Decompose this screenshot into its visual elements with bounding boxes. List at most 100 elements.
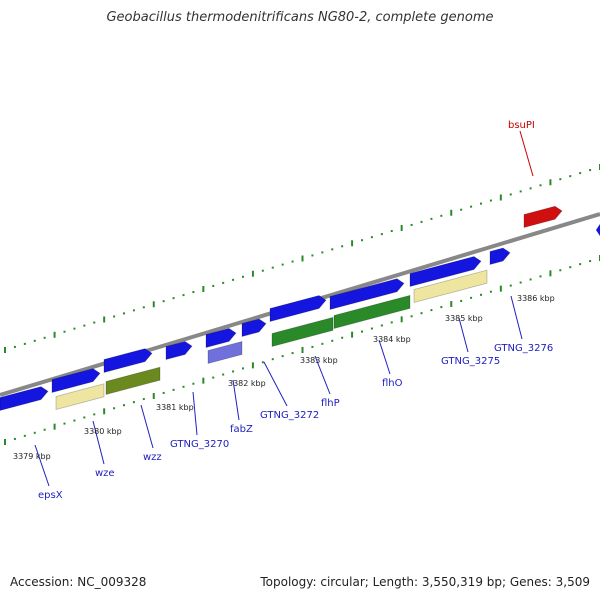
- gene-wze[interactable]: [55, 383, 105, 411]
- dot-mark: [93, 413, 96, 416]
- gene-wzz[interactable]: [105, 366, 161, 396]
- gene-flho[interactable]: [333, 294, 411, 330]
- gene-label-flhp[interactable]: flhP: [321, 398, 340, 409]
- dot-mark: [420, 312, 423, 315]
- dot-mark: [172, 388, 175, 391]
- gene-label-bsupi[interactable]: bsuPI: [508, 120, 535, 131]
- gene-label-wze[interactable]: wze: [95, 468, 115, 479]
- dot-mark: [123, 312, 125, 315]
- dot-mark: [440, 306, 443, 309]
- dot-mark: [212, 376, 215, 379]
- dot-mark: [361, 239, 363, 242]
- kbp-label: 3379 kbp: [13, 452, 51, 461]
- gene-label-gtng-3276[interactable]: GTNG_3276: [494, 343, 553, 354]
- gene-label-gtng-3272[interactable]: GTNG_3272: [260, 410, 319, 421]
- gene-upper-3[interactable]: [103, 348, 153, 374]
- dot-mark: [73, 327, 76, 330]
- dot-mark: [222, 373, 225, 376]
- dot-mark: [390, 321, 393, 324]
- kbp-label: 3386 kbp: [517, 294, 555, 303]
- dot-mark: [480, 202, 482, 205]
- dot-mark: [370, 327, 373, 330]
- kbp-label: 3381 kbp: [156, 403, 194, 412]
- gene-label-flho[interactable]: flhO: [382, 378, 403, 389]
- dot-mark: [232, 278, 235, 281]
- dot-mark: [291, 260, 294, 263]
- leader-line: [192, 391, 198, 436]
- gene-gtng-3272[interactable]: [269, 295, 327, 323]
- dot-mark: [430, 309, 433, 312]
- dot-mark: [460, 299, 463, 302]
- dot-mark: [291, 352, 294, 355]
- dot-mark: [470, 296, 473, 299]
- gene-fabz[interactable]: [207, 340, 243, 365]
- dot-mark: [13, 437, 16, 440]
- dot-mark: [480, 293, 482, 296]
- dot-mark: [113, 407, 116, 410]
- dot-mark: [93, 321, 96, 324]
- gene-gtng-3270[interactable]: [165, 341, 193, 361]
- kbp-label: 3382 kbp: [228, 379, 266, 388]
- dot-mark: [261, 361, 264, 364]
- leader-line: [263, 361, 288, 407]
- dot-mark: [261, 269, 264, 272]
- dot-mark: [142, 398, 145, 401]
- gene-epsx[interactable]: [0, 386, 49, 411]
- leader-line: [314, 355, 331, 395]
- dot-mark: [192, 291, 195, 294]
- gene-gtng-3275[interactable]: [413, 269, 488, 304]
- accession-text: Accession: NC_009328: [10, 575, 147, 589]
- dot-mark: [281, 263, 284, 266]
- dot-mark: [23, 342, 26, 345]
- gene-label-gtng-3270[interactable]: GTNG_3270: [170, 439, 229, 450]
- gene-upper-6[interactable]: [241, 318, 267, 338]
- dot-mark: [440, 214, 443, 217]
- gene-upper-8[interactable]: [329, 278, 405, 311]
- gene-bsupi[interactable]: [523, 205, 563, 229]
- dot-mark: [410, 315, 413, 318]
- dot-mark: [579, 263, 582, 266]
- gene-upper-10[interactable]: [409, 256, 482, 288]
- dot-mark: [470, 205, 473, 208]
- dot-mark: [222, 281, 225, 284]
- dot-mark: [420, 220, 423, 223]
- dot-mark: [142, 306, 145, 309]
- gene-upper-5[interactable]: [205, 327, 237, 349]
- gene-label-fabz[interactable]: fabZ: [230, 424, 253, 435]
- outer-coordinate-dots: [4, 164, 600, 353]
- dot-mark: [132, 309, 135, 312]
- dot-mark: [162, 391, 165, 394]
- inner-coordinate-dots: [4, 255, 600, 445]
- gene-label-epsx[interactable]: epsX: [38, 490, 63, 501]
- gene-wze-upper[interactable]: [51, 368, 101, 394]
- leader-line: [92, 420, 105, 465]
- dot-mark: [321, 251, 324, 254]
- dot-mark: [43, 336, 46, 339]
- dot-mark: [33, 339, 36, 342]
- gene-gtng-3276[interactable]: [489, 247, 511, 266]
- gene-flhp[interactable]: [271, 316, 334, 348]
- dot-mark: [212, 284, 215, 287]
- dot-mark: [569, 175, 572, 178]
- dot-mark: [271, 266, 274, 269]
- dot-mark: [311, 254, 314, 257]
- dot-mark: [83, 324, 86, 327]
- dot-mark: [559, 178, 562, 181]
- dot-mark: [331, 248, 334, 251]
- gene-label-wzz[interactable]: wzz: [143, 452, 162, 463]
- leader-line: [34, 444, 50, 487]
- leader-line: [140, 404, 154, 449]
- dot-mark: [123, 404, 125, 407]
- dot-mark: [529, 187, 532, 190]
- dot-mark: [113, 315, 116, 318]
- leader-line: [510, 295, 523, 340]
- dot-mark: [182, 294, 185, 297]
- dot-mark: [529, 278, 532, 281]
- dot-mark: [182, 385, 185, 388]
- kbp-label: 3385 kbp: [445, 314, 483, 323]
- dot-mark: [132, 401, 135, 404]
- gene-label-gtng-3275[interactable]: GTNG_3275: [441, 356, 500, 367]
- dot-mark: [380, 233, 383, 236]
